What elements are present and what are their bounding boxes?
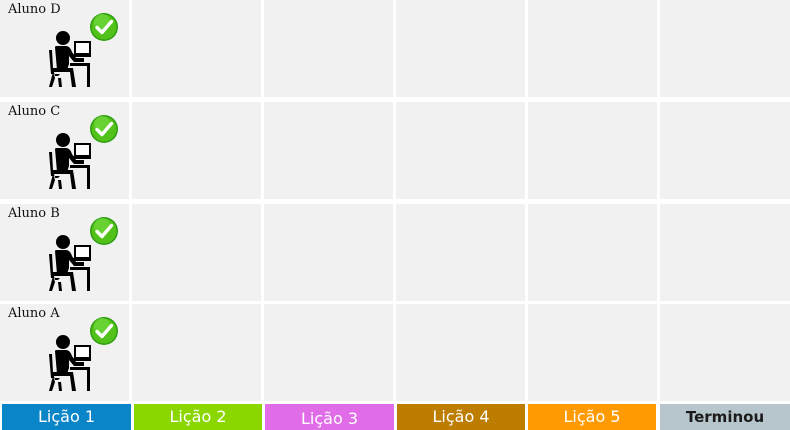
lesson-bar: Lição 1 Lição 2 Lição 3 Lição 4 Lição 5 … (0, 404, 790, 430)
student-row: Aluno C (0, 102, 790, 199)
student-name: Aluno C (8, 104, 61, 119)
lesson-5-cell (660, 102, 790, 199)
green-check-icon (90, 217, 118, 245)
green-check-icon (90, 13, 118, 41)
lesson-4-header[interactable]: Lição 4 (397, 404, 525, 430)
lesson-5-cell (660, 204, 790, 301)
student-cell[interactable]: Aluno C (0, 102, 129, 199)
student-name: Aluno B (8, 206, 60, 221)
lesson-2-cell (264, 204, 393, 301)
green-check-icon (90, 317, 118, 345)
student-cell[interactable]: Aluno B (0, 204, 129, 301)
lesson-4-cell (528, 102, 657, 199)
lesson-4-cell (528, 304, 657, 401)
lesson-1-cell (132, 102, 261, 199)
finished-header[interactable]: Terminou (660, 404, 790, 430)
lesson-2-cell (264, 304, 393, 401)
lesson-3-cell (396, 102, 525, 199)
lesson-4-cell (528, 204, 657, 301)
student-at-laptop-icon (49, 335, 91, 391)
lesson-3-cell (396, 0, 525, 97)
lesson-3-cell (396, 204, 525, 301)
student-name: Aluno A (8, 306, 60, 321)
lesson-2-cell (264, 0, 393, 97)
student-at-laptop-icon (49, 133, 91, 189)
student-cell[interactable]: Aluno D (0, 0, 129, 97)
student-row: Aluno A (0, 304, 790, 401)
student-name: Aluno D (8, 2, 61, 17)
green-check-icon (90, 115, 118, 143)
lesson-1-cell (132, 304, 261, 401)
student-cell[interactable]: Aluno A (0, 304, 129, 401)
lesson-4-cell (528, 0, 657, 97)
lesson-1-header[interactable]: Lição 1 (2, 404, 131, 430)
student-at-laptop-icon (49, 235, 91, 291)
lesson-5-header[interactable]: Lição 5 (528, 404, 656, 430)
lesson-1-cell (132, 0, 261, 97)
student-at-laptop-icon (49, 31, 91, 87)
lesson-2-header[interactable]: Lição 2 (134, 404, 262, 430)
student-row: Aluno D (0, 0, 790, 97)
lesson-3-header[interactable]: Lição 3 (265, 404, 394, 430)
student-row: Aluno B (0, 204, 790, 301)
lesson-2-cell (264, 102, 393, 199)
lesson-1-cell (132, 204, 261, 301)
lesson-5-cell (660, 0, 790, 97)
lesson-3-cell (396, 304, 525, 401)
lesson-5-cell (660, 304, 790, 401)
